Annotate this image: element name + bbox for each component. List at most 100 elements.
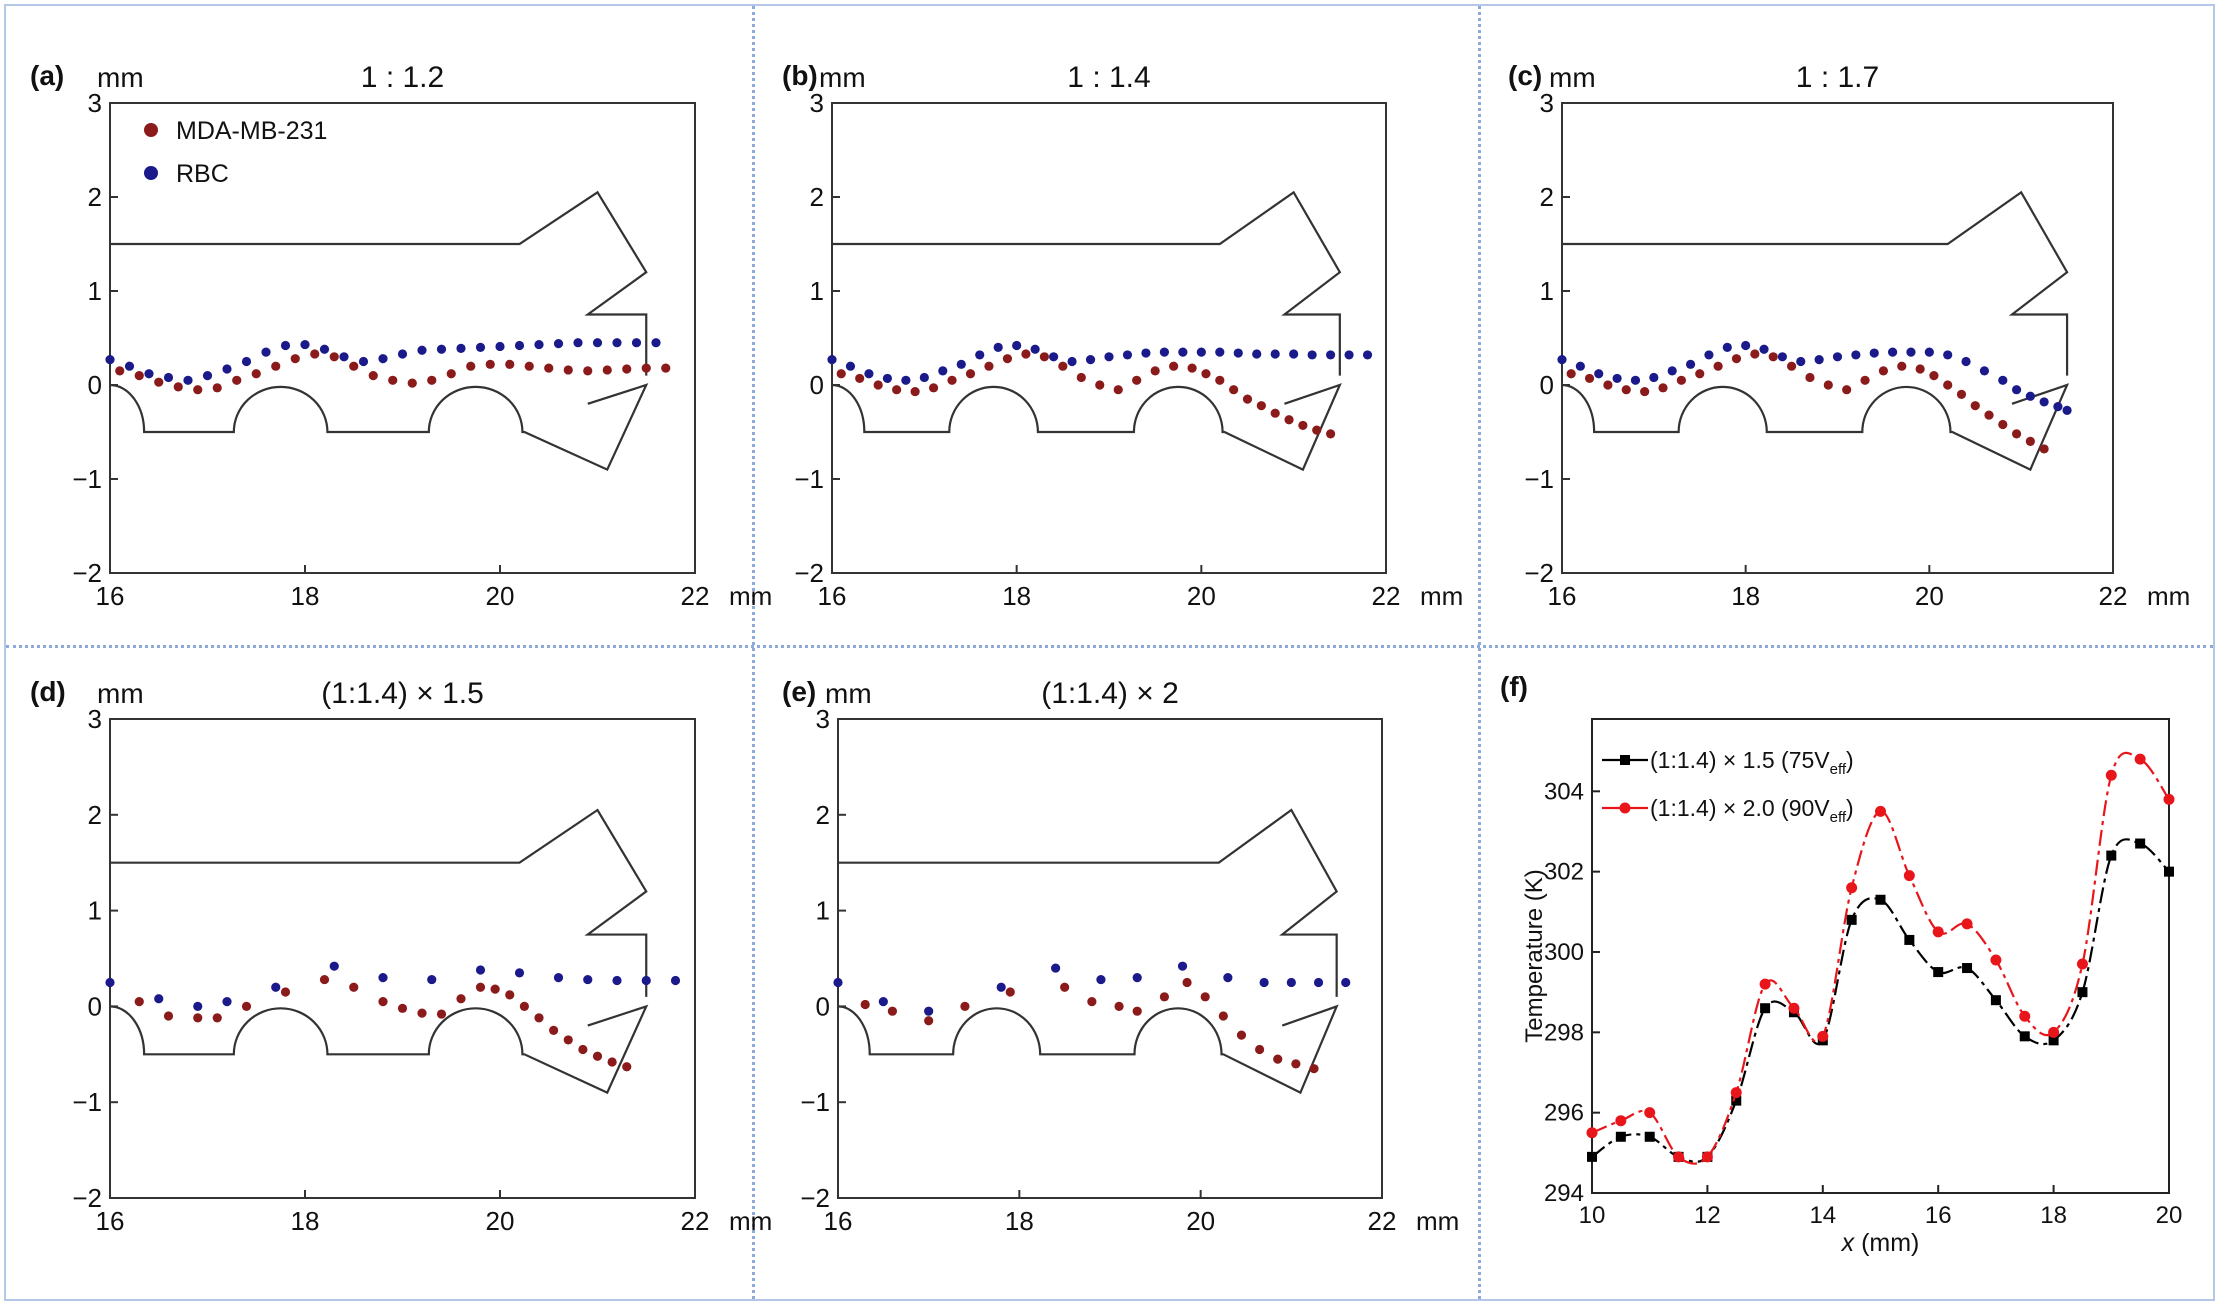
data-point-mda-mb-231	[1676, 375, 1686, 385]
x-tick-label: 20	[486, 581, 515, 611]
x-tick-label: 18	[1005, 1206, 1034, 1236]
data-point-mda-mb-231	[524, 361, 534, 371]
data-point-mda-mb-231	[2025, 436, 2035, 446]
data-point-mda-mb-231	[232, 375, 242, 385]
series-75veff-point	[1760, 1003, 1771, 1014]
data-point-rbc	[1030, 344, 1040, 354]
y-axis-unit: mm	[1549, 62, 1596, 93]
data-point-rbc	[1759, 344, 1769, 354]
series-90veff-point	[1701, 1151, 1713, 1163]
panel-a-chart: −2 −1 0 1 2 3 16 18 20 22 mm (a) mm 1 : 1.2 MDA-MB-231…	[30, 60, 772, 611]
data-point-rbc	[1630, 375, 1641, 385]
data-point-rbc	[882, 373, 892, 384]
data-point-rbc	[1924, 347, 1934, 357]
data-point-rbc	[651, 338, 661, 348]
x-axis-unit: mm	[729, 1206, 772, 1236]
data-point-rbc	[1141, 348, 1151, 358]
y-tick-label: −2	[800, 1183, 830, 1213]
data-point-mda-mb-231	[397, 1003, 408, 1013]
data-point-rbc	[378, 354, 388, 364]
x-axis-label: x (mm)	[1841, 1229, 1920, 1257]
data-point-rbc	[864, 369, 874, 379]
data-point-mda-mb-231	[193, 385, 203, 395]
data-point-rbc	[1777, 352, 1787, 362]
y-tick-label: −2	[72, 1183, 102, 1213]
x-tick-label: 16	[818, 581, 847, 611]
data-point-rbc	[514, 340, 525, 351]
data-point-rbc	[573, 338, 583, 348]
data-point-mda-mb-231	[349, 982, 359, 992]
data-point-mda-mb-231	[592, 1051, 603, 1061]
data-point-mda-mb-231	[1713, 361, 1723, 371]
data-point-mda-mb-231	[549, 1025, 559, 1035]
data-point-rbc	[1869, 348, 1879, 358]
data-point-mda-mb-231	[1256, 401, 1266, 411]
data-point-rbc	[878, 997, 888, 1007]
data-point-rbc	[183, 375, 193, 385]
data-point-rbc	[1223, 973, 1233, 983]
panel-label: (b)	[782, 60, 818, 91]
y-tick-label: 2	[816, 800, 830, 830]
data-point-mda-mb-231	[1291, 1059, 1301, 1069]
data-point-rbc	[583, 974, 593, 985]
data-point-rbc	[1612, 373, 1622, 384]
series-75veff-point	[1990, 995, 2001, 1006]
data-point-rbc	[1104, 352, 1114, 362]
series-90veff-point	[2048, 1026, 2060, 1038]
data-point-mda-mb-231	[1584, 373, 1595, 384]
data-point-mda-mb-231	[563, 1035, 573, 1045]
data-point-rbc	[1575, 361, 1585, 371]
series-90veff-point	[2163, 793, 2175, 805]
data-point-rbc	[1177, 961, 1188, 971]
data-point-rbc	[222, 997, 232, 1007]
data-point-rbc	[1667, 366, 1677, 376]
data-point-mda-mb-231	[1201, 369, 1211, 379]
x-tick-label: 20	[1187, 581, 1216, 611]
x-tick-label: 20	[1915, 581, 1944, 611]
data-point-mda-mb-231	[661, 363, 671, 373]
data-point-rbc	[417, 345, 427, 355]
data-point-rbc	[1722, 342, 1732, 352]
data-point-rbc	[1178, 347, 1188, 357]
data-point-mda-mb-231	[1603, 380, 1613, 390]
data-point-rbc	[124, 361, 135, 371]
data-point-rbc	[845, 361, 856, 371]
data-point-mda-mb-231	[466, 361, 476, 371]
series-90veff-point	[1615, 1115, 1627, 1127]
data-point-mda-mb-231	[1255, 1044, 1265, 1055]
data-point-rbc	[1233, 348, 1243, 358]
y-tick-label: 1	[810, 276, 824, 306]
panel-c: −2 −1 0 1 2 3 16 18 20 22 mm (c) mm 1 : 1.7	[1478, 0, 2216, 645]
y-tick-label: −1	[800, 1087, 830, 1117]
panel-f: (f) 10 12 14 16 18 20 294 296 298 300 302 304 x (mm) T…	[1478, 648, 2216, 1303]
data-point-rbc	[300, 339, 310, 350]
y-tick-label: 3	[810, 88, 824, 118]
separator-v2	[1478, 6, 1481, 1299]
data-point-mda-mb-231	[2039, 444, 2049, 454]
data-point-rbc	[1344, 350, 1354, 360]
data-point-mda-mb-231	[241, 1001, 252, 1011]
x-tick-label: 20	[2156, 1202, 2183, 1229]
legend-label: (1:1.4) × 2.0 (90Veff)	[1650, 795, 1854, 826]
data-point-mda-mb-231	[490, 984, 500, 994]
data-point-rbc	[358, 356, 369, 367]
data-point-mda-mb-231	[485, 359, 495, 369]
y-tick-label: 0	[810, 370, 824, 400]
panel-title: (1:1.4) × 1.5	[321, 677, 484, 710]
data-point-rbc	[1796, 356, 1806, 367]
data-point-rbc	[1979, 366, 1990, 376]
panel-e: −2 −1 0 1 2 3 16 18 20 22 mm (e) mm (1:1.4) × 2	[752, 648, 1478, 1303]
data-point-mda-mb-231	[578, 1044, 588, 1055]
plot-box	[109, 102, 696, 574]
data-point-mda-mb-231	[212, 1013, 222, 1023]
panel-label: (c)	[1508, 60, 1542, 91]
data-point-mda-mb-231	[319, 974, 330, 985]
y-axis-label: Temperature (K)	[1521, 869, 1548, 1042]
y-tick-label: 304	[1544, 778, 1584, 805]
data-point-mda-mb-231	[1943, 380, 1953, 390]
data-point-rbc	[1362, 350, 1373, 360]
data-point-mda-mb-231	[544, 363, 554, 373]
y-tick-label: 0	[816, 991, 830, 1021]
data-point-mda-mb-231	[1218, 1011, 1228, 1021]
data-point-mda-mb-231	[446, 369, 456, 379]
